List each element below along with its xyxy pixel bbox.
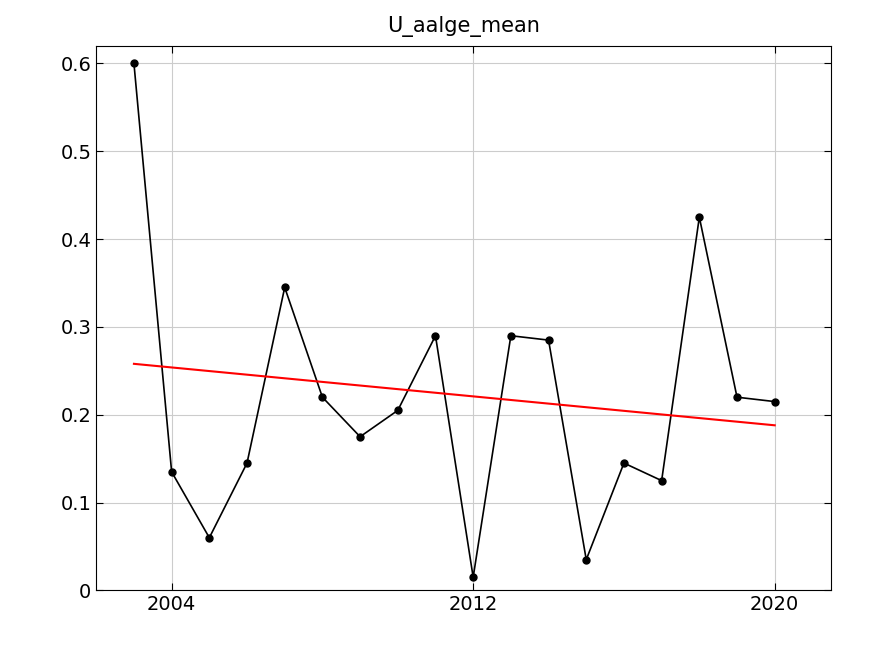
Title: U_aalge_mean: U_aalge_mean: [388, 16, 540, 37]
